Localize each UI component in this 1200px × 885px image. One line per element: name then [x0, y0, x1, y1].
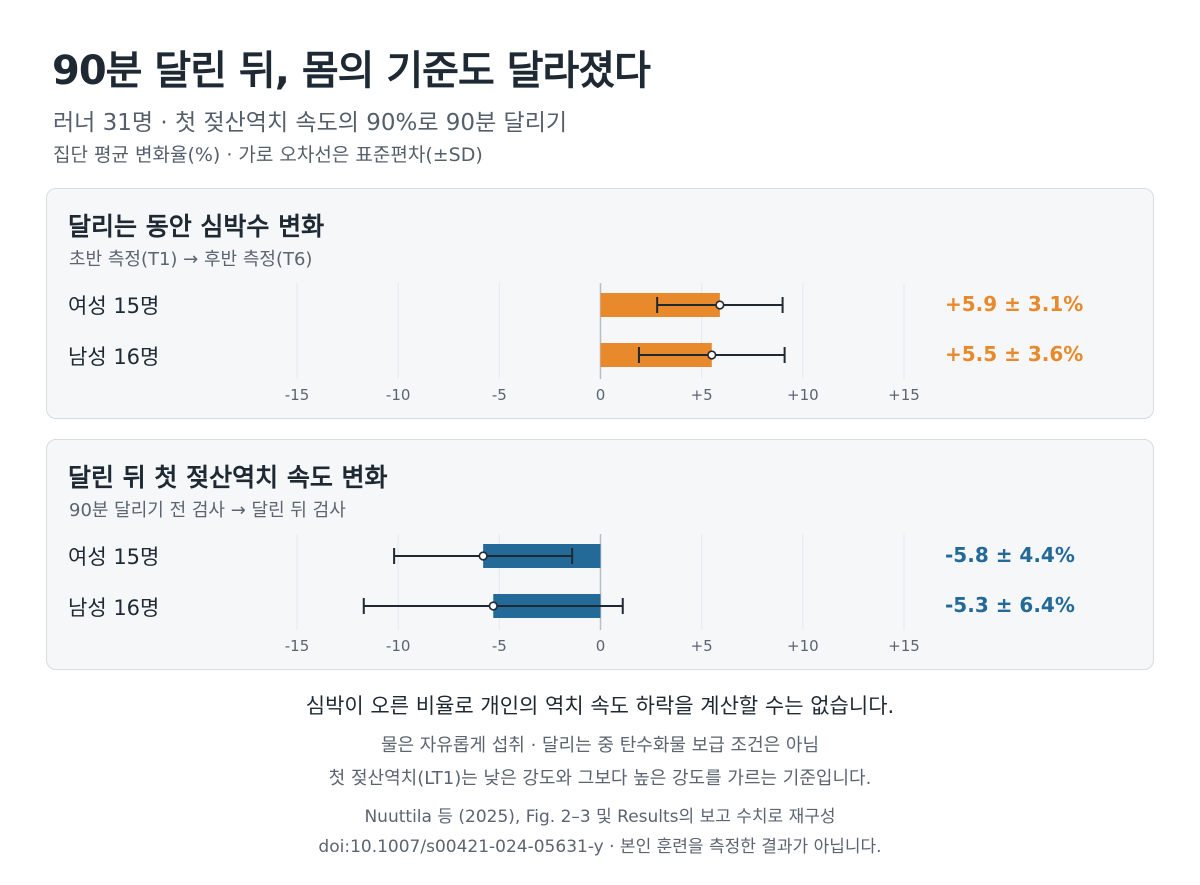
tick-label: 0 — [596, 386, 606, 404]
tick-label: -10 — [386, 637, 411, 655]
tick-label: +5 — [691, 386, 713, 404]
tick-label: +10 — [787, 637, 819, 655]
tick-label: -15 — [285, 637, 310, 655]
footer-note-lt1: 첫 젖산역치(LT1)는 낮은 강도와 그보다 높은 강도를 가르는 기준입니다… — [328, 768, 872, 789]
row-label-female: 여성 15명 — [68, 545, 160, 569]
value-label-female: +5.9 ± 3.1% — [945, 292, 1084, 316]
heart-rate-panel-subtitle: 초반 측정(T1) → 후반 측정(T6) — [69, 249, 313, 270]
lt1-speed-panel: 달린 뒤 첫 젖산역치 속도 변화 90분 달리기 전 검사 → 달린 뒤 검사… — [46, 439, 1154, 670]
tick-label: +15 — [888, 637, 920, 655]
footer-conclusion: 심박이 오른 비율로 개인의 역치 속도 하락을 계산할 수는 없습니다. — [305, 694, 895, 718]
row-label-male: 남성 16명 — [68, 345, 160, 369]
value-label-male: -5.3 ± 6.4% — [945, 593, 1075, 617]
tick-label: +5 — [691, 637, 713, 655]
heart-rate-chart: -15 -10 -5 0 +5 +10 +15 — [285, 283, 920, 404]
tick-label: -5 — [492, 386, 507, 404]
mean-marker — [478, 551, 488, 561]
tick-label: 0 — [596, 637, 606, 655]
tick-label: -5 — [492, 637, 507, 655]
page-title: 90분 달린 뒤, 몸의 기준도 달라졌다 — [52, 48, 651, 94]
value-label-male: +5.5 ± 3.6% — [945, 342, 1084, 366]
lt1-speed-panel-subtitle: 90분 달리기 전 검사 → 달린 뒤 검사 — [69, 500, 346, 521]
row-label-female: 여성 15명 — [68, 294, 160, 318]
tick-label: +15 — [888, 386, 920, 404]
tick-label: -10 — [386, 386, 411, 404]
footer-note-hydration: 물은 자유롭게 섭취 · 달리는 중 탄수화물 보급 조건은 아님 — [380, 735, 820, 756]
lt1-speed-chart: -15 -10 -5 0 +5 +10 +15 — [285, 534, 920, 655]
mean-marker — [488, 601, 498, 611]
footer-doi: doi:10.1007/s00421-024-05631-y · 본인 훈련을 … — [318, 837, 882, 857]
page-method-note: 집단 평균 변화율(%) · 가로 오차선은 표준편차(±SD) — [53, 144, 483, 166]
page-subtitle: 러너 31명 · 첫 젖산역치 속도의 90%로 90분 달리기 — [53, 110, 568, 136]
footer-source: Nuuttila 등 (2025), Fig. 2–3 및 Results의 보… — [364, 807, 836, 827]
tick-label: +10 — [787, 386, 819, 404]
tick-label: -15 — [285, 386, 310, 404]
row-label-male: 남성 16명 — [68, 596, 160, 620]
mean-marker — [715, 300, 725, 310]
heart-rate-panel-title: 달리는 동안 심박수 변화 — [68, 212, 325, 241]
value-label-female: -5.8 ± 4.4% — [945, 543, 1075, 567]
lt1-speed-panel-title: 달린 뒤 첫 젖산역치 속도 변화 — [68, 463, 388, 492]
heart-rate-panel: 달리는 동안 심박수 변화 초반 측정(T1) → 후반 측정(T6) -15-… — [46, 188, 1154, 419]
mean-marker — [707, 350, 717, 360]
